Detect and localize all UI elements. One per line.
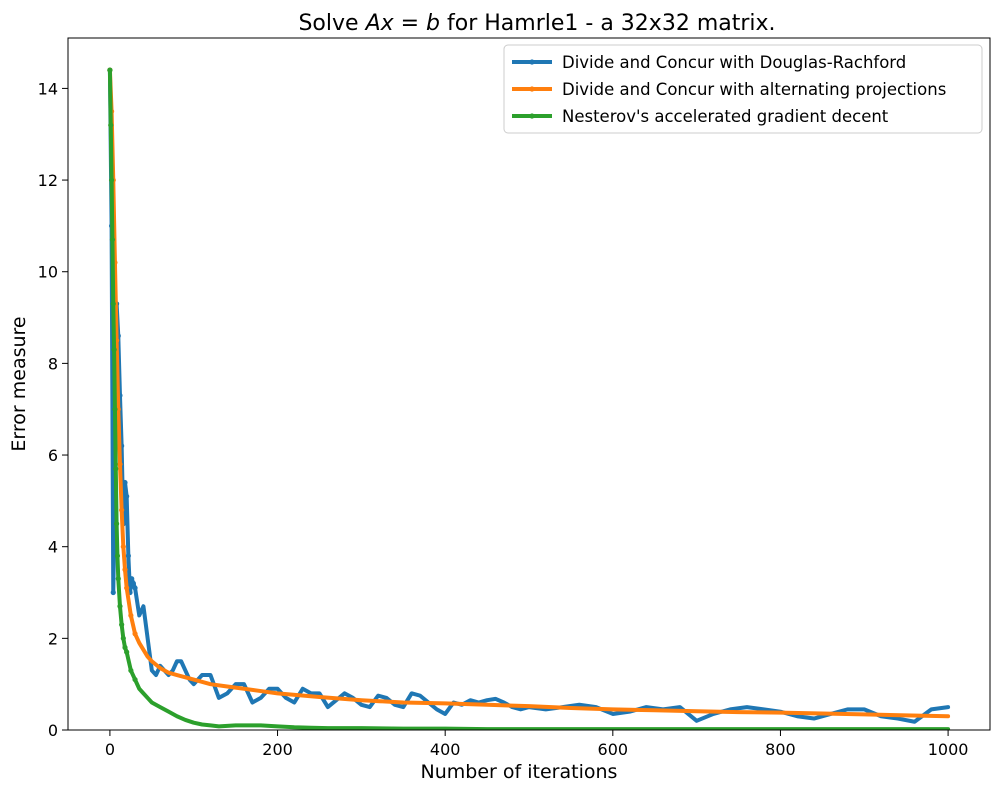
series-2-point (117, 461, 123, 467)
series-line-1 (107, 68, 951, 724)
x-tick-label: 0 (105, 740, 115, 759)
series-1-point (130, 580, 136, 586)
legend-box (503, 44, 983, 134)
series-line-3 (107, 68, 951, 730)
series-2-point (124, 585, 130, 591)
series-3-point (124, 649, 130, 655)
x-tick-label: 1000 (928, 740, 969, 759)
series-3-point (108, 177, 115, 183)
y-tick-label: 6 (48, 446, 58, 465)
series-2-point (128, 612, 134, 619)
series-3-point (122, 644, 128, 651)
series-1-point (124, 493, 130, 499)
series-1-point (132, 585, 138, 591)
plot-frame (67, 37, 991, 731)
x-axis: 0 200 400 600 800 1000 (105, 730, 969, 759)
x-tick-label: 800 (765, 740, 796, 759)
series-3-point (113, 466, 119, 472)
x-tick-label: 200 (262, 740, 293, 759)
series-3-point (115, 576, 121, 582)
series-3-point (114, 553, 121, 559)
series-3-point (120, 635, 126, 641)
series-2-point (119, 507, 125, 513)
series-3-point (107, 67, 113, 73)
series-1-point (129, 576, 135, 582)
legend-marker (529, 86, 535, 92)
series-3-point (110, 301, 116, 307)
legend-marker (529, 113, 535, 119)
chart-title: Solve Ax = b for Hamrle1 - a 32x32 matri… (298, 11, 775, 36)
y-tick-label: 14 (38, 79, 58, 98)
y-tick-label: 0 (48, 721, 58, 740)
series-2-point (132, 631, 138, 637)
y-tick-label: 10 (38, 263, 58, 282)
chart-title-math: Ax = b (364, 11, 440, 36)
y-axis-label: Error measure (8, 316, 30, 451)
series-3-point (114, 521, 120, 527)
y-axis: 0 2 4 6 8 10 12 14 (38, 79, 68, 740)
y-tick-label: 2 (48, 629, 58, 648)
chart-title-prefix: Solve (298, 11, 365, 36)
series-3-point (119, 622, 125, 628)
series-3-point (111, 347, 117, 353)
series-1-point (110, 589, 116, 596)
y-tick-label: 4 (48, 538, 58, 557)
legend-label: Divide and Concur with Douglas-Rachford (562, 53, 906, 72)
series-3-point (128, 667, 134, 674)
y-tick-label: 8 (48, 354, 58, 373)
legend-label: Divide and Concur with alternating proje… (562, 80, 946, 99)
x-tick-label: 600 (598, 740, 629, 759)
series-3-point (108, 122, 114, 128)
chart-title-suffix: for Hamrle1 - a 32x32 matrix. (440, 11, 776, 36)
series-2-point (120, 544, 126, 550)
series-layer (107, 67, 951, 730)
series-2-point (122, 567, 128, 573)
x-tick-label: 400 (430, 740, 461, 759)
series-1-point (125, 553, 131, 559)
series-line-2 (107, 68, 951, 719)
legend: Divide and Concur with Douglas-Rachford D… (503, 44, 983, 134)
y-tick-label: 12 (38, 171, 58, 190)
series-3-point (112, 406, 118, 412)
series-1-point (122, 479, 128, 486)
series-3-point (109, 237, 116, 243)
legend-marker (529, 59, 535, 65)
series-3-point (132, 676, 138, 683)
x-axis-label: Number of iterations (421, 761, 618, 783)
series-3-point (117, 603, 123, 609)
legend-label: Nesterov's accelerated gradient decent (562, 107, 889, 126)
